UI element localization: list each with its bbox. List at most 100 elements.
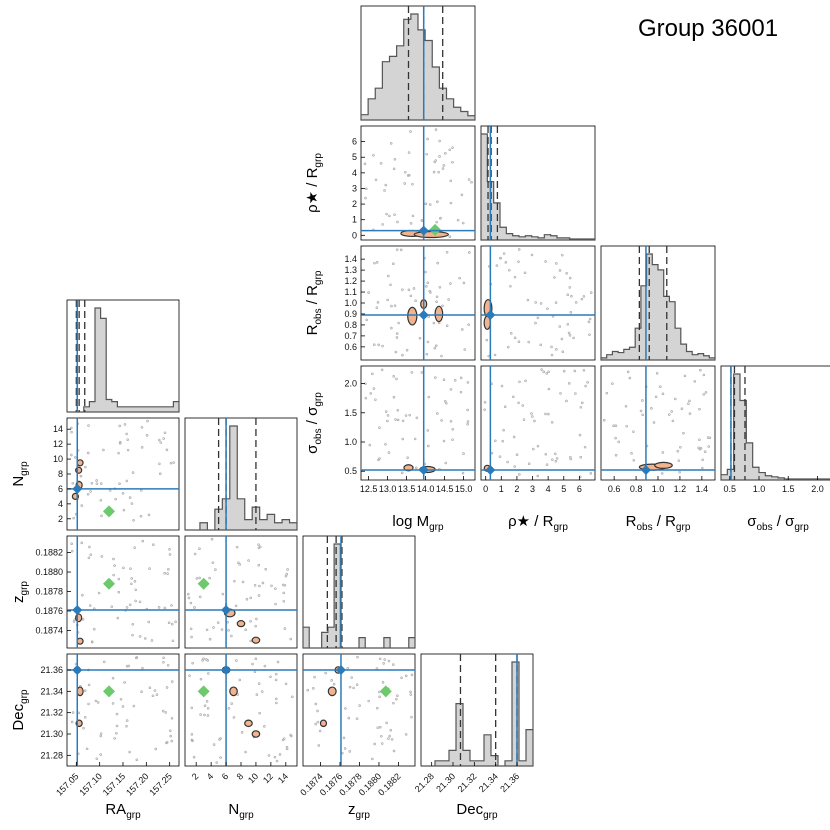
- sample-point: [118, 482, 121, 486]
- sample-point: [380, 368, 384, 372]
- sample-point: [291, 695, 294, 699]
- x-axis-label-z-main: z: [348, 801, 356, 818]
- sample-point: [146, 419, 149, 423]
- truth-marker: [335, 665, 346, 675]
- sample-point: [290, 734, 293, 738]
- sample-point: [504, 261, 508, 264]
- sample-point: [125, 719, 129, 722]
- sample-point: [87, 683, 91, 687]
- y-axis-label-rho: ρ★ / Rgrp: [304, 153, 324, 213]
- sample-point: [412, 287, 416, 290]
- sample-point: [467, 178, 471, 181]
- y-tick-label-n: 8: [58, 469, 63, 479]
- sample-point: [678, 470, 681, 474]
- sample-point: [249, 619, 252, 623]
- contour-region-3: [251, 730, 261, 738]
- sample-point: [215, 761, 219, 764]
- sample-point: [376, 706, 379, 710]
- sample-point: [503, 405, 507, 409]
- sample-point: [131, 622, 135, 626]
- sample-point: [448, 148, 452, 152]
- sample-point: [192, 755, 196, 759]
- scatter-panel-rho-robs: [480, 245, 596, 361]
- sample-point: [83, 716, 87, 719]
- x-axis-label-sig-main: σ: [747, 513, 757, 530]
- sample-point: [128, 603, 132, 607]
- x-axis-label-n: Ngrp: [228, 801, 254, 821]
- x-tick-label-sig: 2.0: [811, 484, 824, 494]
- y-tick-label-rho: 3: [352, 183, 357, 193]
- sample-point: [378, 695, 381, 699]
- sample-point: [371, 757, 374, 761]
- sample-point: [244, 750, 247, 754]
- y-tick-label-z: 0.1874: [35, 625, 63, 635]
- x-tick-label-robs: 0.6: [608, 484, 621, 494]
- x-axis-label-rho-sub: grp: [553, 522, 568, 533]
- sample-point: [253, 670, 257, 674]
- sample-point: [650, 407, 653, 410]
- sample-point: [409, 130, 412, 133]
- sample-point: [122, 566, 125, 570]
- sample-point: [614, 453, 618, 457]
- sample-point: [258, 545, 262, 549]
- contour-region-1: [434, 305, 444, 323]
- sample-point: [414, 299, 417, 302]
- sample-point: [140, 446, 144, 449]
- sample-point: [384, 410, 388, 413]
- sample-point: [284, 682, 288, 686]
- sample-point: [148, 567, 151, 570]
- truth-marker: [640, 465, 651, 476]
- alt-estimate-marker: [379, 685, 392, 698]
- sample-point: [698, 407, 701, 411]
- x-axis-label-sig-rest-sub: grp: [794, 522, 809, 533]
- sample-point: [527, 340, 530, 344]
- sample-point: [165, 740, 169, 744]
- sample-point: [97, 591, 101, 595]
- sample-point: [389, 142, 393, 145]
- sample-point: [282, 599, 286, 603]
- sample-point: [263, 664, 267, 668]
- sample-point: [426, 281, 430, 285]
- sample-point: [392, 701, 395, 705]
- sample-point: [211, 561, 215, 564]
- sample-point: [395, 697, 398, 701]
- sample-point: [227, 707, 231, 710]
- scatter-panel-lm-rho: [360, 125, 476, 241]
- sample-point: [190, 733, 194, 736]
- y-axis-label-dec-main: Dec: [10, 703, 27, 730]
- x-tick-label-rho: 0: [483, 484, 488, 494]
- y-tick-label-rho: 1: [352, 215, 357, 225]
- scatter-frame-rho-robs: [480, 245, 596, 361]
- sample-point: [401, 288, 404, 291]
- sample-point: [316, 720, 320, 724]
- sample-point: [383, 189, 386, 192]
- y-tick-label-robs: 0.8: [344, 320, 357, 330]
- sample-point: [568, 276, 572, 280]
- sample-point: [435, 295, 439, 299]
- sample-point: [502, 252, 506, 255]
- sample-point: [387, 274, 390, 278]
- sample-point: [545, 372, 549, 375]
- sample-point: [693, 380, 697, 383]
- sample-point: [130, 577, 134, 580]
- sample-point: [517, 401, 520, 405]
- sample-point: [436, 200, 439, 203]
- sample-point: [439, 216, 442, 220]
- sample-point: [187, 596, 191, 600]
- sample-point: [254, 657, 258, 661]
- sample-point: [407, 173, 411, 177]
- sample-point: [388, 214, 391, 218]
- sample-point: [438, 155, 441, 158]
- sample-point: [83, 689, 87, 692]
- sample-point: [163, 571, 166, 575]
- sample-point: [661, 392, 665, 396]
- sample-point: [641, 413, 644, 417]
- sample-point: [267, 754, 271, 757]
- y-tick-label-z: 0.1880: [35, 567, 63, 577]
- sample-point: [70, 453, 73, 457]
- sample-point: [513, 275, 517, 279]
- sample-point: [565, 399, 568, 403]
- truth-marker: [221, 665, 232, 675]
- x-tick-label-ra: 157.15: [101, 771, 128, 798]
- sample-point: [170, 739, 174, 743]
